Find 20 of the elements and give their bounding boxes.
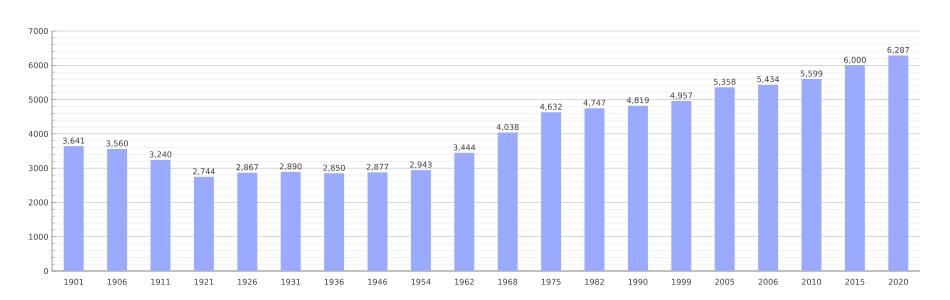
bar [671,101,692,271]
bar [454,152,474,271]
bar [107,148,128,271]
bar [410,170,431,271]
bar [237,172,258,271]
bar [324,173,344,271]
bar [150,160,170,271]
bar [541,112,562,271]
bar [64,146,84,271]
bar [584,108,604,271]
bar [888,55,908,271]
bar [280,172,301,271]
bar [368,172,388,271]
bar [714,87,735,271]
bar [844,65,865,271]
bar [498,132,518,271]
bar [194,176,214,271]
bar [758,84,778,271]
bar [628,106,648,271]
bar [802,79,822,271]
